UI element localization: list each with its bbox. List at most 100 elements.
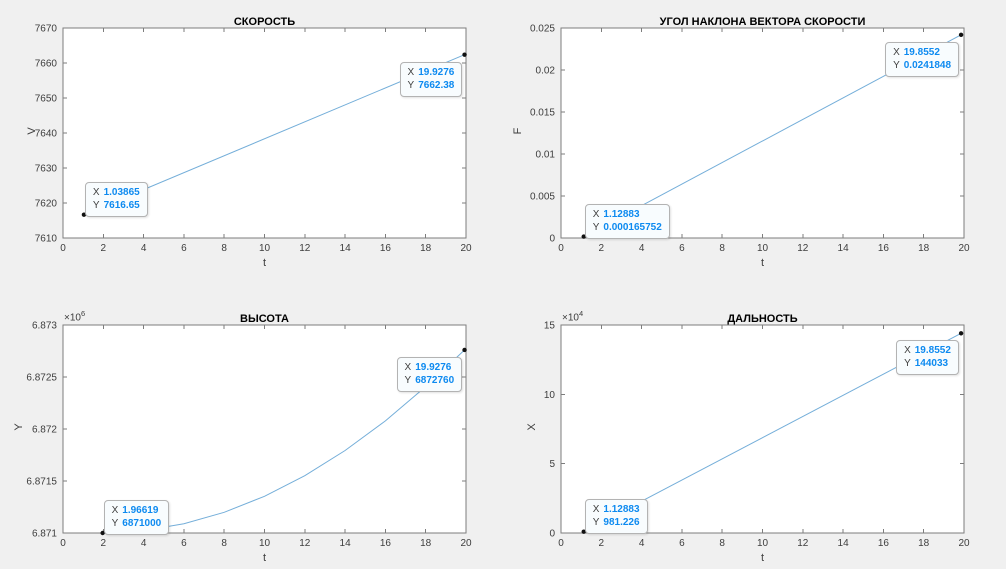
datatip-field-label: X bbox=[592, 208, 600, 220]
y-tick-label: 6.872 bbox=[32, 425, 57, 436]
y-tick-label: 7660 bbox=[35, 59, 58, 70]
x-tick-label: 10 bbox=[757, 538, 769, 549]
x-tick-label: 16 bbox=[878, 538, 890, 549]
x-tick-label: 6 bbox=[181, 243, 187, 254]
x-tick-label: 10 bbox=[259, 538, 271, 549]
datatip[interactable]: X 1.03865 Y 7616.65 bbox=[84, 181, 148, 217]
x-tick-label: 0 bbox=[60, 243, 66, 254]
datatip-field-label: X bbox=[111, 505, 119, 516]
y-tick-label: 0 bbox=[549, 234, 555, 245]
datatip-field-label: X bbox=[407, 66, 415, 78]
datatip-row: Y 6872760 bbox=[405, 374, 455, 387]
datatip-value: 19.9276 bbox=[415, 361, 452, 373]
y-tick-label: 10 bbox=[544, 390, 556, 401]
x-tick-label: 4 bbox=[639, 243, 645, 254]
datatip-value: 0.000165752 bbox=[603, 221, 662, 233]
x-tick-label: 6 bbox=[679, 538, 685, 549]
chart-title: ВЫСОТА bbox=[240, 313, 289, 326]
x-tick-label: 2 bbox=[101, 243, 107, 254]
x-tick-label: 2 bbox=[101, 538, 107, 549]
datatip[interactable]: X 19.9276 Y 7662.38 bbox=[399, 61, 463, 97]
datatip-field-label: Y bbox=[904, 358, 911, 370]
x-tick-label: 14 bbox=[838, 538, 850, 549]
datatip-field-label: Y bbox=[893, 59, 900, 71]
datatip-row: X 1.03865 bbox=[93, 186, 140, 199]
x-tick-label: 10 bbox=[259, 243, 271, 254]
datatip-value: 19.9276 bbox=[418, 66, 455, 78]
x-tick-label: 8 bbox=[719, 243, 725, 254]
datatip-field-label: X bbox=[404, 361, 412, 373]
y-tick-label: 7670 bbox=[35, 24, 58, 35]
datatip-field-label: X bbox=[592, 503, 600, 515]
datatip-row: Y 144033 bbox=[904, 357, 951, 370]
x-axis-label: t bbox=[760, 552, 765, 564]
datatip-value: 1.12883 bbox=[603, 208, 640, 220]
x-tick-label: 4 bbox=[141, 538, 147, 549]
x-tick-label: 0 bbox=[558, 243, 564, 254]
datatip-value: 1.03865 bbox=[103, 186, 140, 198]
y-tick-label: 7610 bbox=[35, 234, 58, 245]
datatip[interactable]: X 1.96619 Y 6871000 bbox=[103, 500, 170, 535]
x-tick-label: 0 bbox=[558, 538, 564, 549]
data-point-marker bbox=[958, 32, 964, 38]
x-tick-label: 20 bbox=[958, 243, 970, 254]
y-tick-label: 7630 bbox=[35, 164, 58, 175]
y-tick-label: 7650 bbox=[35, 94, 58, 105]
datatip-value: 19.8552 bbox=[903, 46, 940, 58]
datatip[interactable]: X 1.12883 Y 0.000165752 bbox=[584, 203, 670, 239]
datatip-row: X 19.9276 bbox=[405, 361, 455, 374]
multiplier-base: ×10 bbox=[64, 312, 81, 324]
x-tick-label: 12 bbox=[797, 538, 809, 549]
x-tick-label: 0 bbox=[60, 538, 66, 549]
y-tick-label: 0.015 bbox=[530, 108, 555, 119]
multiplier-exponent: 4 bbox=[578, 309, 584, 318]
datatip-row: X 1.96619 bbox=[112, 504, 162, 517]
y-axis-label: X bbox=[526, 423, 538, 431]
datatip-row: X 1.12883 bbox=[593, 503, 640, 516]
x-tick-label: 20 bbox=[460, 243, 472, 254]
y-axis-label: F bbox=[512, 127, 524, 135]
datatip-row: Y 0.000165752 bbox=[593, 221, 662, 234]
x-tick-label: 2 bbox=[599, 538, 605, 549]
x-tick-label: 10 bbox=[757, 243, 769, 254]
datatip[interactable]: X 1.12883 Y 981.226 bbox=[584, 498, 648, 534]
datatip-row: X 19.8552 bbox=[893, 46, 951, 59]
x-tick-label: 4 bbox=[141, 243, 147, 254]
datatip-row: Y 6871000 bbox=[112, 517, 162, 530]
datatip-value: 981.226 bbox=[603, 516, 640, 528]
x-tick-label: 6 bbox=[181, 538, 187, 549]
x-tick-label: 14 bbox=[340, 243, 352, 254]
x-tick-label: 16 bbox=[878, 243, 890, 254]
datatip-field-label: X bbox=[893, 46, 900, 58]
x-axis-label: t bbox=[760, 257, 765, 269]
datatip-value: 7616.65 bbox=[103, 199, 140, 211]
x-tick-label: 20 bbox=[460, 538, 472, 549]
chart-title: УГОЛ НАКЛОНА ВЕКТОРА СКОРОСТИ bbox=[659, 16, 866, 29]
datatip[interactable]: X 19.9276 Y 6872760 bbox=[396, 356, 463, 392]
x-tick-label: 18 bbox=[918, 243, 930, 254]
y-tick-label: 0.025 bbox=[530, 24, 555, 35]
datatip-field-label: Y bbox=[592, 221, 600, 233]
datatip-value: 7662.38 bbox=[418, 79, 455, 91]
multiplier-exponent: 6 bbox=[80, 309, 86, 318]
datatip-row: Y 981.226 bbox=[593, 516, 640, 529]
y-tick-label: 6.871 bbox=[32, 529, 57, 540]
x-tick-label: 18 bbox=[420, 243, 432, 254]
datatip[interactable]: X 19.8552 Y 0.0241848 bbox=[885, 41, 960, 77]
datatip[interactable]: X 19.8552 Y 144033 bbox=[896, 340, 959, 376]
x-tick-label: 8 bbox=[221, 538, 227, 549]
x-tick-label: 8 bbox=[221, 243, 227, 254]
datatip-field-label: Y bbox=[111, 518, 119, 529]
x-tick-label: 16 bbox=[380, 538, 392, 549]
datatip-field-label: Y bbox=[592, 516, 600, 528]
x-tick-label: 6 bbox=[679, 243, 685, 254]
y-axis-label: Y bbox=[13, 423, 25, 431]
datatip-field-label: Y bbox=[92, 199, 100, 211]
datatip-value: 19.8552 bbox=[914, 345, 951, 357]
x-tick-label: 14 bbox=[340, 538, 352, 549]
datatip-field-label: X bbox=[904, 345, 911, 357]
